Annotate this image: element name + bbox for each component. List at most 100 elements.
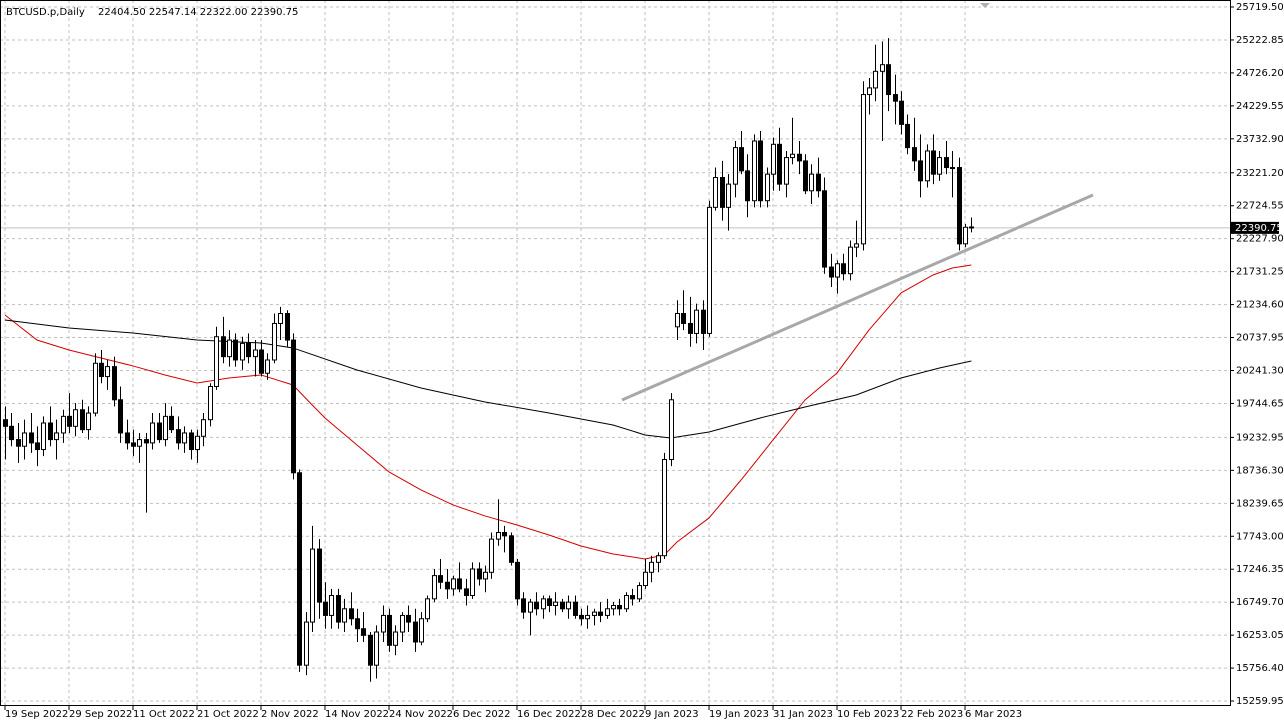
candle-body: [150, 422, 155, 444]
candle-body: [144, 439, 149, 444]
candle-body: [381, 614, 386, 633]
candle-body: [835, 263, 840, 278]
y-tick-label: 23221.20: [1236, 168, 1284, 179]
x-tick-label: 6 Dec 2022: [453, 709, 511, 720]
ohlc-readout: 22404.50 22547.14 22322.00 22390.75: [98, 7, 298, 18]
candle-body: [573, 601, 578, 616]
candle-body: [451, 578, 456, 590]
y-tick-label: 24726.20: [1236, 68, 1284, 79]
candle-body: [317, 548, 322, 603]
candle-body: [246, 342, 251, 358]
candle-body: [323, 601, 328, 616]
candle-body: [406, 614, 411, 623]
candle-body: [899, 100, 904, 125]
candle-body: [29, 432, 34, 444]
candle-body: [784, 157, 789, 185]
candle-body: [483, 571, 488, 580]
chart-title: BTCUSD.p,Daily: [6, 7, 85, 18]
candle-body: [35, 442, 40, 451]
candle-body: [22, 432, 27, 447]
candle-body: [617, 604, 622, 610]
candle-body: [918, 160, 923, 182]
y-tick-label: 18736.30: [1236, 465, 1284, 476]
candle-body: [425, 598, 430, 620]
candle-body: [739, 147, 744, 172]
y-tick-label: 17246.35: [1236, 564, 1284, 575]
candle-body: [937, 157, 942, 175]
candle-body: [342, 608, 347, 623]
candle-body: [131, 442, 136, 447]
candle-body: [707, 206, 712, 334]
x-tick-label: 19 Sep 2022: [5, 709, 68, 720]
candle-body: [48, 422, 53, 441]
candle-body: [195, 435, 200, 451]
x-tick-label: 2 Nov 2022: [261, 709, 319, 720]
y-tick-label: 23732.90: [1236, 134, 1284, 145]
candle-body: [579, 614, 584, 620]
y-tick-label: 25222.85: [1236, 35, 1284, 46]
y-tick-label: 20737.95: [1236, 333, 1284, 344]
candle-body: [272, 322, 277, 361]
current-price-label: 22390.75: [1235, 223, 1283, 234]
candle-body: [969, 226, 974, 229]
candle-body: [560, 601, 565, 610]
candle-body: [963, 226, 968, 245]
candle-body: [720, 176, 725, 208]
candle-body: [681, 313, 686, 324]
candle-body: [9, 425, 14, 441]
candle-body: [656, 555, 661, 563]
candle-body: [3, 419, 8, 427]
candle-body: [201, 419, 206, 437]
candle-body: [771, 143, 776, 175]
candle-body: [726, 183, 731, 208]
candle-body: [822, 190, 827, 268]
x-tick-label: 9 Jan 2023: [645, 709, 699, 720]
x-tick-label: 22 Feb 2023: [901, 709, 963, 720]
candle-body: [509, 535, 514, 563]
candle-body: [240, 342, 245, 361]
candle-body: [873, 70, 878, 89]
candle-body: [893, 94, 898, 102]
candle-body: [803, 160, 808, 192]
candle-body: [624, 595, 629, 610]
candle-body: [438, 575, 443, 583]
candle-body: [477, 568, 482, 580]
candle-body: [361, 628, 366, 636]
candle-body: [208, 386, 213, 421]
candle-body: [649, 561, 654, 573]
candle-body: [541, 598, 546, 610]
candle-body: [221, 336, 226, 358]
candle-body: [566, 601, 571, 610]
candle-body: [413, 621, 418, 643]
candle-body: [374, 631, 379, 666]
y-tick-label: 25719.50: [1236, 2, 1284, 13]
candle-body: [489, 538, 494, 573]
candle-body: [265, 359, 270, 374]
x-tick-label: 31 Jan 2023: [773, 709, 833, 720]
candle-body: [867, 87, 872, 96]
x-tick-label: 21 Oct 2022: [197, 709, 259, 720]
candle-body: [950, 167, 955, 170]
y-tick-label: 16749.70: [1236, 597, 1284, 608]
y-tick-label: 18239.65: [1236, 498, 1284, 509]
candle-body: [777, 143, 782, 185]
candle-body: [643, 571, 648, 587]
current-price-tag: [1231, 221, 1279, 234]
y-tick-label: 20241.30: [1236, 365, 1284, 376]
candle-body: [387, 614, 392, 646]
candle-body: [515, 561, 520, 600]
candle-body: [496, 531, 501, 540]
candle-body: [816, 173, 821, 192]
candle-body: [393, 631, 398, 646]
candle-body: [297, 472, 302, 666]
candle-body: [349, 608, 354, 620]
candle-body: [118, 399, 123, 434]
candle-body: [157, 422, 162, 441]
candle-body: [585, 614, 590, 620]
y-tick-label: 24229.55: [1236, 101, 1284, 112]
candle-body: [464, 588, 469, 597]
candle-body: [809, 173, 814, 192]
candle-body: [553, 601, 558, 606]
